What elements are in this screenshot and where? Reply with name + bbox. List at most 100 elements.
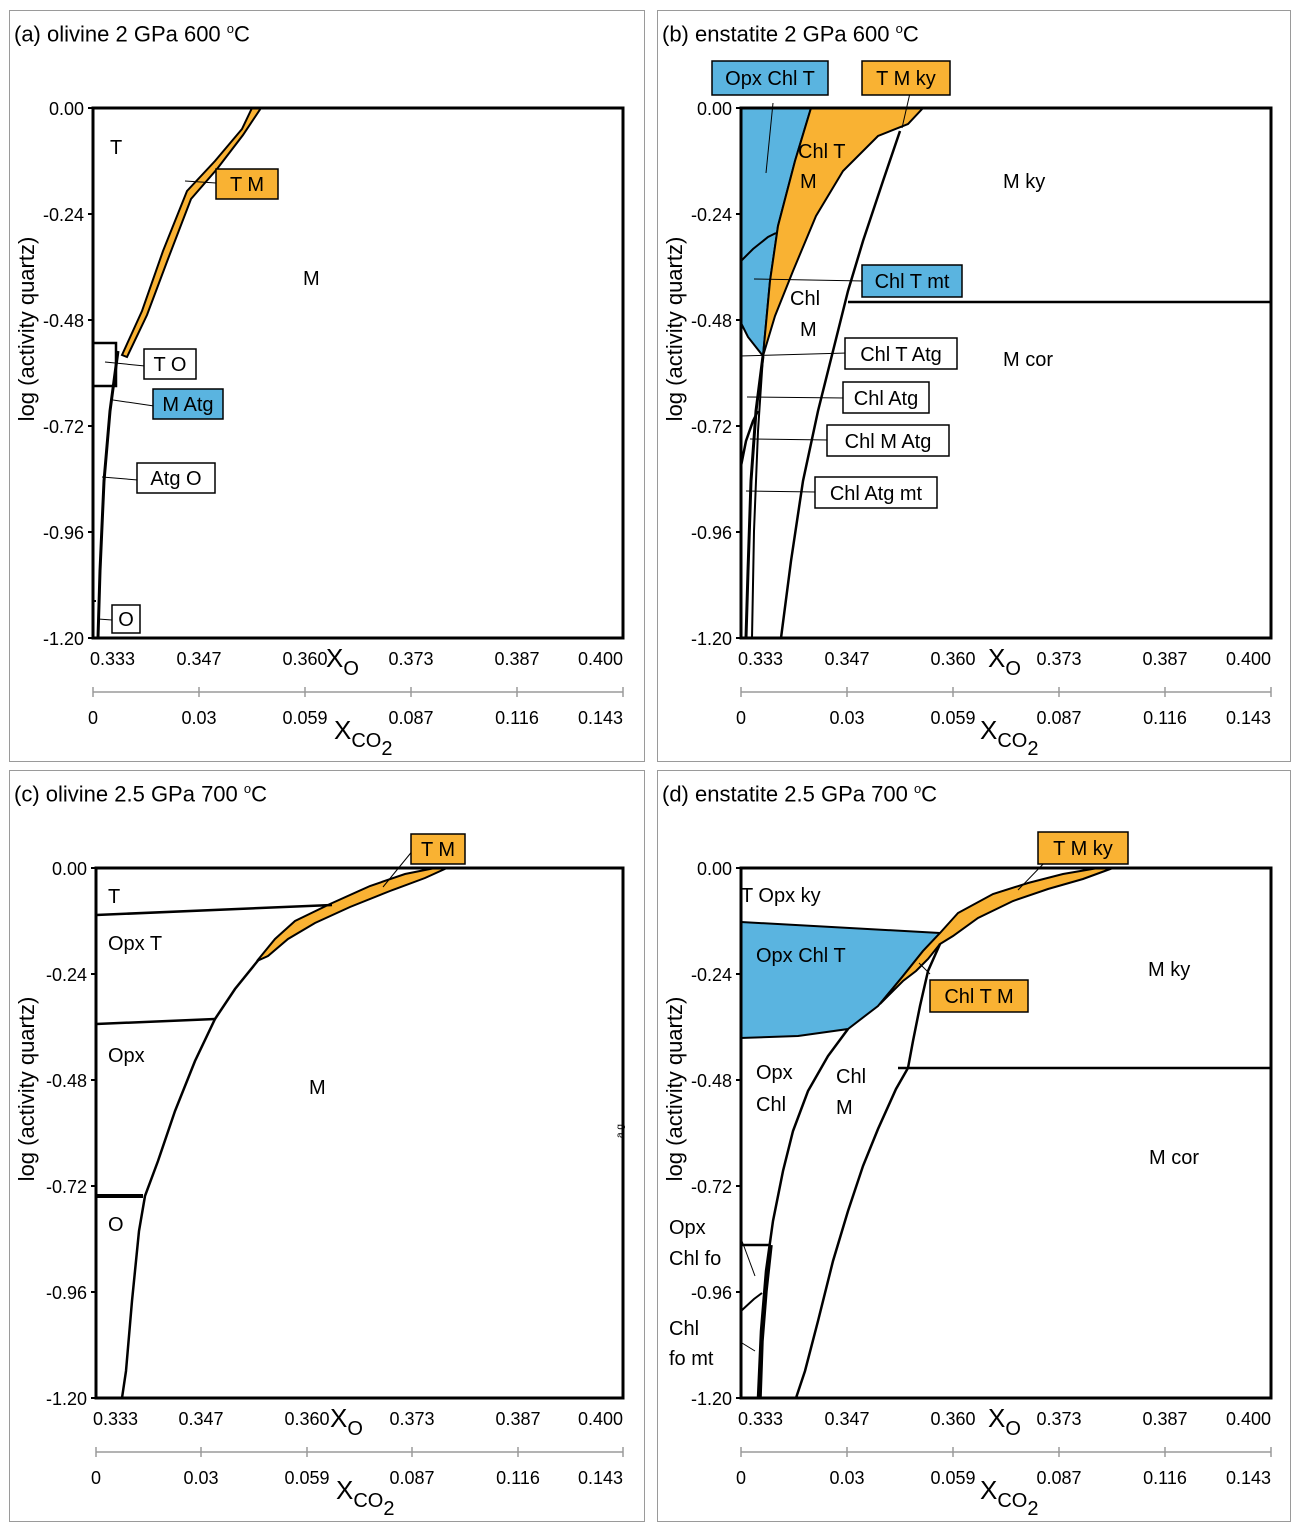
title-text: (b) enstatite 2 GPa 600 [662, 21, 896, 47]
y-tick-label: 0.00 [697, 859, 732, 879]
phase-diagram-b: Chl T M M ky Chl M M cor Opx Chl T T M k… [662, 60, 1273, 760]
label-box: T M ky [1037, 831, 1129, 865]
field-label: Chl [790, 288, 820, 310]
x-tick-label: 0.373 [1036, 649, 1081, 669]
panel-b: (b) enstatite 2 GPa 600 oC Chl T M M ky … [657, 10, 1291, 762]
field-label: T Opx ky [741, 885, 821, 907]
leader-lines [97, 180, 217, 621]
xo-axis: 0.333 0.347 0.360 0.373 0.387 0.400 XO [738, 1403, 1271, 1440]
field-label: M [800, 319, 817, 341]
field-label: Opx [108, 1045, 145, 1067]
degree-mark: o [226, 21, 235, 36]
x-tick-label: 0.333 [738, 649, 783, 669]
y-tick-label: 0.00 [52, 859, 87, 879]
x-tick-label: 0.387 [495, 1409, 540, 1429]
x-tick-label: 0.333 [738, 1409, 783, 1429]
field-label: fo mt [669, 1348, 714, 1370]
field-label: M cor [1149, 1147, 1199, 1169]
y-tick-label: -0.96 [691, 1283, 732, 1303]
y-tick-label: -0.72 [691, 417, 732, 437]
x-tick-label: 0.03 [183, 1468, 218, 1488]
y-tick-marks [88, 107, 93, 639]
xco2-axis: 0 0.03 0.059 0.087 0.116 0.143 XCO2 [91, 1447, 624, 1520]
y-tick-label: -0.96 [691, 523, 732, 543]
x-tick-label: 0.059 [930, 708, 975, 728]
label-box-text: T M ky [1053, 838, 1113, 860]
x-tick-label: 0.360 [282, 649, 327, 669]
panel-title: (a) olivine 2 GPa 600 oC [14, 21, 250, 47]
field-label: M cor [1003, 349, 1053, 371]
label-box: Opx Chl T [711, 60, 829, 96]
field-label: Opx [756, 1062, 793, 1084]
y-tick-label: -0.24 [691, 205, 732, 225]
label-box-text: Chl T mt [875, 271, 950, 293]
y-tick-label: -0.48 [691, 1071, 732, 1091]
field-label: T [110, 137, 122, 159]
xo-axis-title: XO [326, 643, 359, 680]
x-tick-label: 0.059 [284, 1468, 329, 1488]
x-tick-label: 0.347 [824, 1409, 869, 1429]
x-tick-label: 0.400 [578, 1409, 623, 1429]
label-box: Atg O [136, 462, 216, 494]
panel-title: (c) olivine 2.5 GPa 700 oC [14, 781, 267, 807]
xo-axis-title: XO [988, 1403, 1021, 1440]
field-label: Opx Chl T [756, 945, 846, 967]
panel-a: (a) olivine 2 GPa 600 oC T M T M T O M A… [9, 10, 645, 762]
title-unit: C [251, 781, 268, 807]
y-tick-label: -1.20 [691, 629, 732, 649]
x-tick-label: 0.087 [389, 1468, 434, 1488]
y-tick-label: -1.20 [691, 1389, 732, 1409]
label-box-text: Chl T Atg [860, 344, 942, 366]
label-box: Chl Atg mt [814, 476, 938, 509]
x-tick-label: 0.347 [824, 649, 869, 669]
label-box-text: Chl M Atg [845, 431, 932, 453]
x-tick-label: 0.400 [578, 649, 623, 669]
x-tick-label: 0 [91, 1468, 101, 1488]
title-text: (d) enstatite 2.5 GPa 700 [662, 781, 914, 807]
x-tick-label: 0.400 [1226, 649, 1271, 669]
xco2-axis: 0 0.03 0.059 0.087 0.116 0.143 XCO2 [736, 1447, 1272, 1520]
degree-mark: o [243, 781, 252, 796]
y-tick-label: -0.48 [691, 311, 732, 331]
x-tick-label: 0.360 [930, 1409, 975, 1429]
label-box-text: M Atg [162, 394, 213, 416]
label-box: T M [215, 168, 279, 200]
label-box-text: Chl Atg [854, 388, 918, 410]
x-tick-label: 0.087 [1036, 1468, 1081, 1488]
plot-frame [739, 866, 1273, 1400]
label-box-text: T M ky [876, 68, 936, 90]
x-tick-label: 0.116 [496, 1468, 540, 1488]
x-tick-label: 0.387 [1142, 649, 1187, 669]
degree-mark: o [913, 781, 922, 796]
phase-diagram-d: T Opx ky Opx Chl T M ky Opx Chl Chl M M … [662, 831, 1273, 1520]
field-label: Chl [669, 1318, 699, 1340]
x-tick-label: 0.333 [90, 649, 135, 669]
y-axis: 0.00 -0.24 -0.48 -0.72 -0.96 -1.20 log (… [14, 99, 93, 649]
orange-field [256, 867, 448, 962]
xco2-axis-title: XCO2 [980, 715, 1038, 760]
y-tick-label: -0.72 [691, 1177, 732, 1197]
field-label: O [108, 1214, 124, 1236]
orange-field [879, 867, 1114, 1005]
y-axis-title: log (activity quartz) [14, 237, 39, 422]
y-tick-label: -1.20 [46, 1389, 87, 1409]
field-label: Chl [756, 1094, 786, 1116]
y-tick-label: 0.00 [697, 99, 732, 119]
x-tick-label: 0.373 [1036, 1409, 1081, 1429]
title-unit: C [921, 781, 938, 807]
label-box: T M ky [861, 60, 951, 96]
label-box: T O [143, 348, 197, 380]
x-tick-label: 0.116 [1143, 1468, 1187, 1488]
field-label: M ky [1148, 959, 1190, 981]
y-tick-label: -1.20 [43, 629, 84, 649]
plot-frame [91, 106, 625, 640]
y-axis: 0.00 -0.24 -0.48 -0.72 -0.96 -1.20 log (… [14, 859, 96, 1409]
label-box: Chl T mt [861, 264, 963, 298]
label-box-text: Chl T M [944, 986, 1013, 1008]
label-box-text: O [118, 609, 134, 631]
title-unit: C [902, 21, 919, 47]
y-tick-marks [736, 107, 741, 639]
y-axis: 0.00 -0.24 -0.48 -0.72 -0.96 -1.20 log (… [662, 99, 741, 649]
field-label: Opx [669, 1217, 706, 1239]
label-box-text: Opx Chl T [725, 68, 815, 90]
